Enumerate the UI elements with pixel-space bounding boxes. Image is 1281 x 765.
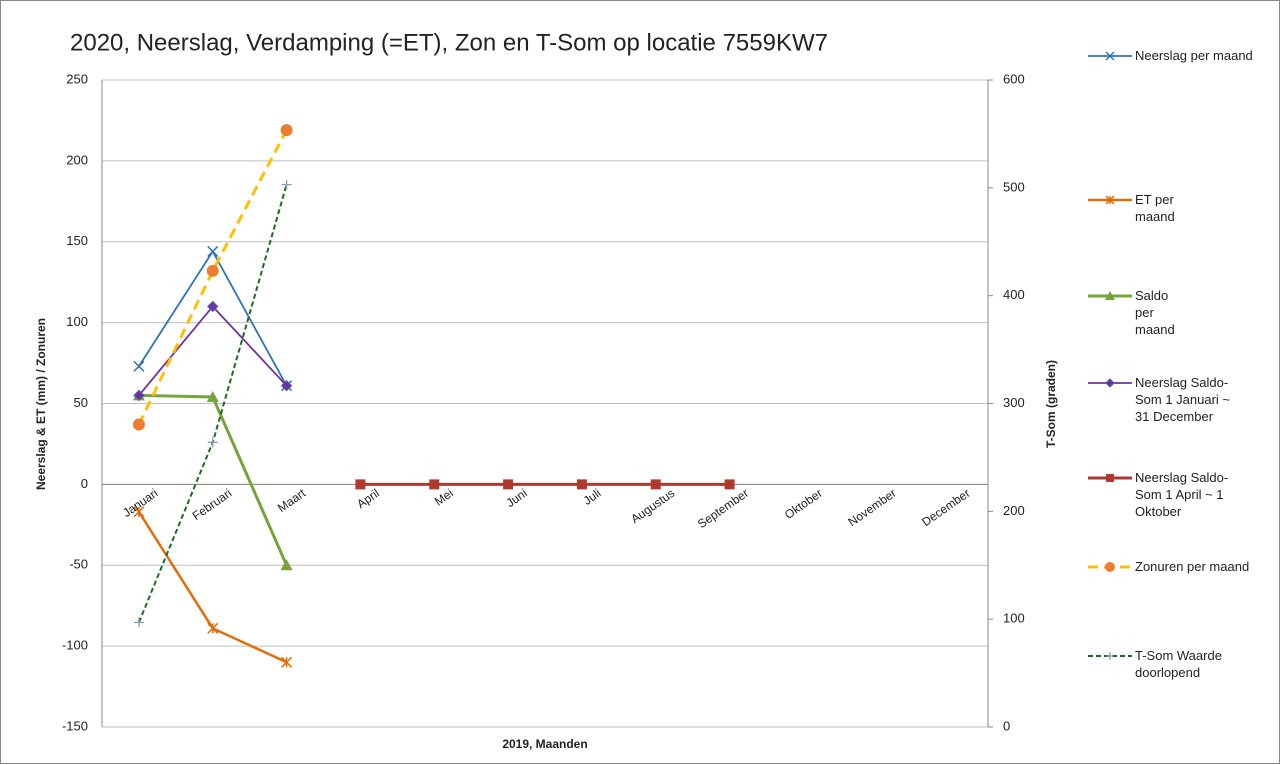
marker [503,479,514,490]
y-tick-label: 100 [66,314,88,329]
y-tick-label: -150 [62,718,88,733]
y2-tick-label: 400 [1003,287,1025,302]
legend-label: ET per maand [1135,192,1175,224]
y2-tick-label: 100 [1003,611,1025,626]
y-axis-title: Neerslag & ET (mm) / Zonuren [34,318,48,490]
y2-tick-label: 0 [1003,718,1010,733]
marker [133,360,145,372]
legend-marker [1105,378,1115,388]
series-line [137,129,288,426]
marker [576,479,587,490]
y-tick-label: 250 [66,71,88,86]
marker [429,479,440,490]
legend-marker [1105,195,1115,205]
y-tick-label: 0 [81,476,88,491]
series [355,479,735,490]
marker [207,245,219,257]
marker [281,179,292,190]
marker [133,506,145,518]
marker [207,622,219,634]
y-tick-label: 50 [74,395,88,410]
legend-item: Zonuren per maand [1135,559,1250,574]
legend-label: Neerslag Saldo-Som 1 April ~ 1 Oktober [1135,470,1229,519]
marker [207,437,218,448]
legend-marker [1105,51,1115,61]
legend-item: Saldo per maand [1135,288,1175,337]
chart-title: 2020, Neerslag, Verdamping (=ET), Zon en… [70,29,828,56]
marker [132,418,145,431]
legend-marker [1106,652,1114,660]
legend-item: T-Som Waarde doorlopend [1135,648,1222,680]
marker [280,379,293,392]
series [133,506,293,668]
marker [281,656,293,668]
marker [280,124,293,137]
marker [133,389,145,402]
marker [206,391,219,403]
legend-label: T-Som Waarde doorlopend [1135,648,1222,680]
marker [724,479,735,490]
series [133,300,293,402]
series [132,124,293,431]
legend-item: ET per maand [1135,192,1175,224]
legend-marker [1105,291,1115,300]
legend-marker [1106,474,1114,482]
y-tick-label: 150 [66,233,88,248]
legend-label: Neerslag per maand [1135,48,1253,63]
legend-item: Neerslag per maand [1135,48,1253,63]
legend-marker [1105,562,1115,572]
marker [280,559,293,571]
marker [355,479,366,490]
y2-tick-label: 300 [1003,395,1025,410]
y-tick-label: 200 [66,152,88,167]
y-tick-label: -100 [62,638,88,653]
y2-tick-label: 500 [1003,179,1025,194]
y-tick-label: -50 [69,557,88,572]
legend-item: Neerslag Saldo-Som 1 April ~ 1 Oktober [1135,470,1229,519]
legend-item: Neerslag Saldo-Som 1 Januari ~ 31 Decemb… [1135,375,1231,424]
marker [133,617,144,628]
x-axis-title: 2019, Maanden [502,737,587,751]
legend-label: Saldo per maand [1135,288,1175,337]
marker [650,479,661,490]
y2-axis-title: T-Som (graden) [1044,360,1058,448]
marker [207,300,219,313]
marker [206,264,219,277]
legend-label: Neerslag Saldo-Som 1 Januari ~ 31 Decemb… [1135,375,1231,424]
legend-label: Zonuren per maand [1135,559,1250,574]
y2-tick-label: 600 [1003,71,1025,86]
series [133,179,292,628]
y2-tick-label: 200 [1003,503,1025,518]
